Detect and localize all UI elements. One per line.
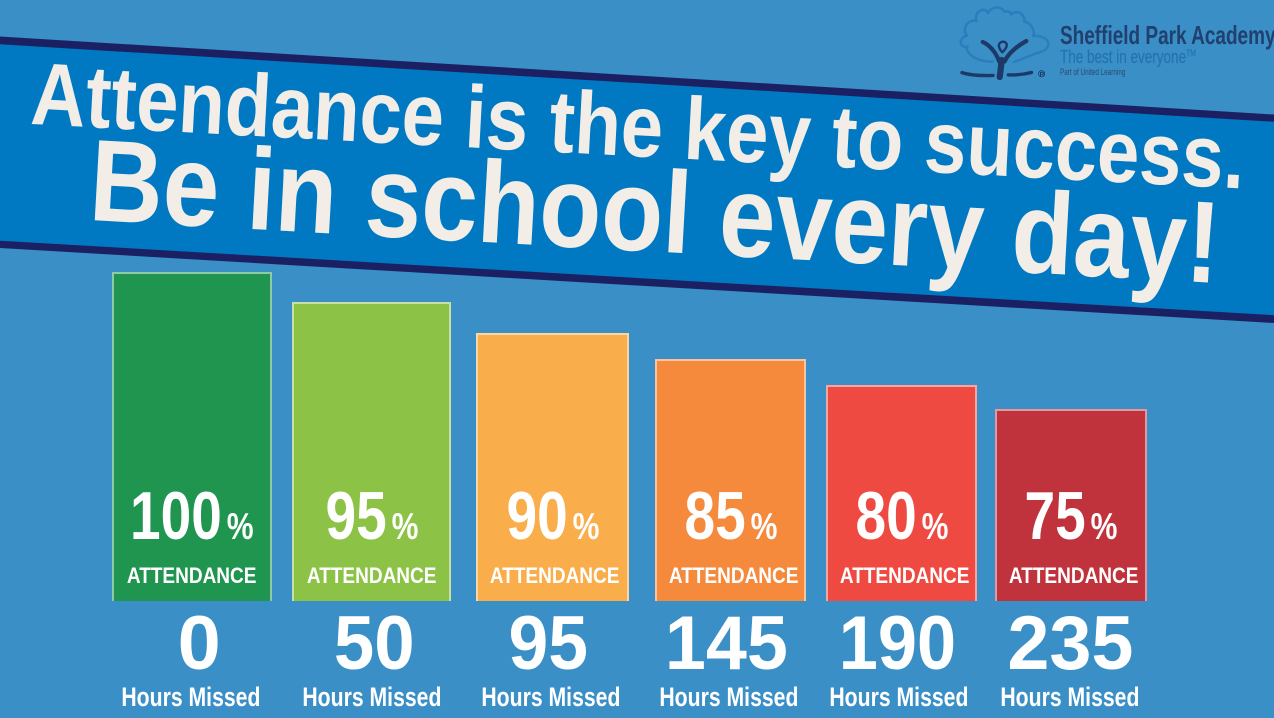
svg-text:R: R bbox=[1040, 71, 1045, 78]
